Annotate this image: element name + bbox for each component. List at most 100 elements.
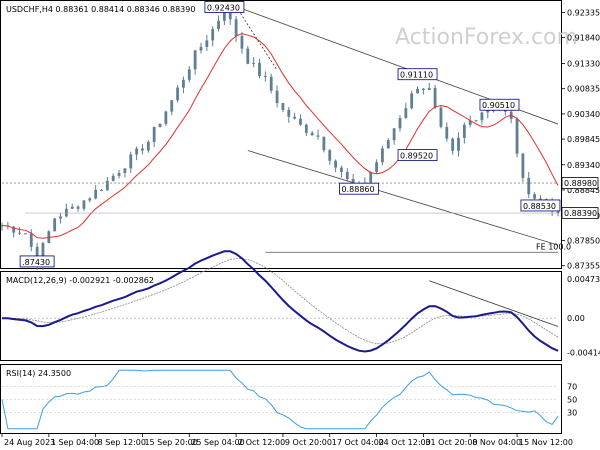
price-candle	[468, 120, 472, 125]
time-tick-label: 9 Oct 20:00	[285, 438, 332, 447]
channel-dashed-line	[235, 6, 278, 71]
price-candle	[404, 108, 408, 119]
price-candle	[53, 218, 57, 232]
price-candle	[533, 194, 536, 199]
price-candle	[328, 150, 332, 161]
rsi-layer	[1, 369, 559, 430]
price-candle	[94, 190, 98, 199]
price-candle	[392, 128, 396, 141]
price-candle	[486, 110, 490, 113]
price-candle	[480, 112, 484, 121]
price-candle	[310, 132, 314, 136]
price-candle	[340, 167, 343, 172]
price-candle	[445, 126, 449, 139]
price-layer: FE 100.0 0.92430 0.91110 0.90510 0.89520 0.88…	[0, 1, 571, 271]
macd-line	[1, 250, 559, 353]
price-candle	[269, 76, 273, 91]
price-candle	[88, 198, 92, 201]
time-tick-label: 24 Aug 2023	[4, 438, 55, 447]
price-candle	[234, 19, 238, 36]
price-candle	[252, 62, 256, 64]
price-tick-label: 0.88845	[567, 186, 600, 195]
time-tick-label: 31 Oct 20:00	[425, 438, 477, 447]
price-tick-label: 0.91330	[567, 60, 600, 69]
price-candle	[123, 168, 127, 173]
macd-tick-label: 0.004738	[567, 275, 600, 284]
rsi-title: RSI(14) 24.3500	[6, 369, 71, 378]
price-candle	[263, 75, 267, 77]
annotation-label: .87430	[22, 258, 50, 267]
price-candle	[223, 12, 226, 21]
annotation-box	[520, 199, 561, 212]
price-candle	[82, 200, 86, 209]
time-tick-label: 8 Nov 04:00	[472, 438, 521, 447]
rsi-line	[1, 369, 559, 430]
macd-tick-label: 0.00	[567, 314, 585, 323]
price-candle	[316, 135, 320, 137]
rsi-tick-label: 30	[567, 409, 577, 418]
price-candle	[410, 93, 414, 109]
price-candle	[474, 120, 478, 122]
annotation-label: 0.88530	[523, 202, 556, 211]
moving-average-line	[1, 33, 559, 239]
price-candle	[129, 154, 133, 169]
price-candle	[439, 107, 443, 127]
price-candle	[539, 198, 542, 200]
time-tick-label: 15 Nov 12:00	[519, 438, 573, 447]
annotation-box	[397, 68, 438, 81]
price-candle	[228, 12, 232, 20]
axis-price-label: 0.88390	[564, 209, 597, 218]
price-candle	[211, 29, 215, 41]
price-candle	[146, 141, 150, 151]
price-candle	[287, 109, 291, 117]
price-candle	[24, 233, 27, 235]
price-candle	[176, 87, 179, 101]
time-tick-label: 24 Oct 12:00	[379, 438, 431, 447]
price-candle	[281, 103, 285, 110]
price-candle	[100, 190, 103, 192]
annotation-box	[479, 98, 520, 111]
price-tick-label: 0.90835	[567, 85, 600, 94]
axis-price-box	[561, 177, 599, 189]
chart-title: USDCHF,H4 0.88361 0.88414 0.88346 0.8839…	[6, 5, 195, 14]
price-tick-label: 0.89845	[567, 135, 600, 144]
price-tick-label: 0.91840	[567, 34, 600, 43]
price-candle	[293, 116, 297, 119]
rsi-tick-label: 50	[567, 396, 577, 405]
channel-lower-line	[247, 150, 559, 246]
price-tick-label: 0.87355	[567, 262, 600, 271]
price-candle	[527, 177, 531, 195]
price-candle	[141, 148, 144, 151]
annotation-box	[397, 149, 438, 162]
price-candle	[416, 88, 419, 94]
price-candle	[29, 233, 33, 247]
annotation-label: 0.91110	[400, 71, 433, 80]
price-candle	[351, 179, 355, 183]
price-tick-label: 0.92335	[567, 8, 600, 17]
price-candle	[205, 40, 209, 47]
price-candle	[433, 88, 437, 108]
price-candle	[334, 160, 337, 168]
price-candle	[421, 88, 425, 91]
price-candle	[457, 137, 460, 151]
price-candle	[70, 206, 74, 209]
price-candle	[117, 172, 121, 176]
price-candle	[59, 216, 62, 219]
price-candle	[375, 162, 378, 172]
annotation-box	[204, 1, 245, 13]
price-candle	[182, 79, 185, 88]
price-candle	[64, 208, 68, 217]
macd-layer	[1, 250, 559, 353]
price-candle	[105, 180, 109, 191]
price-candle	[164, 111, 168, 124]
price-candle	[345, 171, 349, 180]
price-candle	[304, 124, 308, 133]
time-tick-label: 15 Sep 20:00	[144, 438, 197, 447]
price-candle	[275, 90, 279, 104]
price-candle	[515, 118, 519, 154]
price-candle	[18, 232, 21, 234]
price-candle	[111, 175, 115, 181]
annotation-box	[19, 255, 55, 268]
price-candle	[12, 226, 16, 233]
